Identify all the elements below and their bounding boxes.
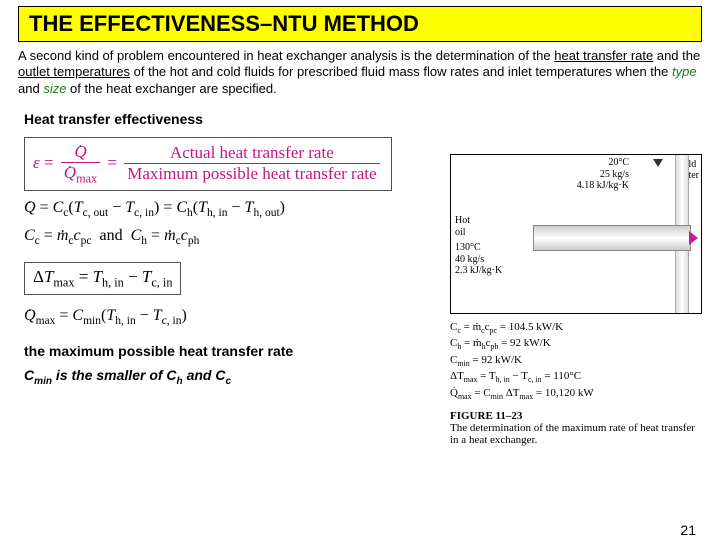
fig-dtmax: ΔTmax = Th, in − Tc, in = 110°C xyxy=(450,369,702,385)
page-number: 21 xyxy=(680,522,696,538)
intro-text: A second kind of problem encountered in … xyxy=(18,48,554,63)
fig-ch: Ch = ṁhcph = 92 kW/K xyxy=(450,336,702,352)
intro-underline-1: heat transfer rate xyxy=(554,48,653,63)
intro-underline-2: outlet temperatures xyxy=(18,64,130,79)
section-label: Heat transfer effectiveness xyxy=(24,111,720,127)
hot-label1: Hot xyxy=(455,215,502,227)
figure-diagram: 20°C 25 kg/s 4.18 kJ/kg·K Cold water Hot… xyxy=(450,154,702,314)
intro-paragraph: A second kind of problem encountered in … xyxy=(18,48,702,97)
equation-effectiveness: ε = QQmax = Actual heat transfer rateMax… xyxy=(24,137,392,191)
intro-text: of the hot and cold fluids for prescribe… xyxy=(130,64,672,79)
cold-cp: 4.18 kJ/kg·K xyxy=(577,180,629,192)
hot-cp: 2.3 kJ/kg·K xyxy=(455,265,502,277)
intro-emph-size: size xyxy=(43,81,66,96)
figure-caption-title: FIGURE 11–23 xyxy=(450,410,702,422)
fig-qmax: Q̇max = Cmin ΔTmax = 10,120 kW xyxy=(450,386,702,402)
cold-inlet-values: 20°C 25 kg/s 4.18 kJ/kg·K xyxy=(577,157,629,192)
hot-inlet-values: Hot oil 130°C 40 kg/s 2.3 kJ/kg·K xyxy=(455,215,502,277)
hot-label2: oil xyxy=(455,227,502,239)
equation-dtmax: ΔTmax = Th, in − Tc, in xyxy=(24,262,181,295)
figure-caption-text: The determination of the maximum rate of… xyxy=(450,422,702,446)
cold-temp: 20°C xyxy=(577,157,629,169)
figure-11-23: 20°C 25 kg/s 4.18 kJ/kg·K Cold water Hot… xyxy=(450,154,702,446)
hot-temp: 130°C xyxy=(455,242,502,254)
figure-computed-values: Cc = ṁccpc = 104.5 kW/K Ch = ṁhcph = 92 … xyxy=(450,320,702,402)
hot-flow: 40 kg/s xyxy=(455,254,502,266)
page-title: THE EFFECTIVENESS–NTU METHOD xyxy=(18,6,702,42)
intro-text: and xyxy=(18,81,43,96)
flow-arrow-icon xyxy=(689,231,698,245)
intro-text: and the xyxy=(653,48,700,63)
cold-flow: 25 kg/s xyxy=(577,169,629,181)
intro-emph-type: type xyxy=(672,64,697,79)
figure-caption: FIGURE 11–23 The determination of the ma… xyxy=(450,410,702,446)
fig-cc: Cc = ṁccpc = 104.5 kW/K xyxy=(450,320,702,336)
fig-cmin: Cmin = 92 kW/K xyxy=(450,353,702,369)
down-arrow-icon xyxy=(653,159,663,167)
intro-text: of the heat exchanger are specified. xyxy=(66,81,276,96)
exchanger-tube-icon xyxy=(533,225,691,251)
